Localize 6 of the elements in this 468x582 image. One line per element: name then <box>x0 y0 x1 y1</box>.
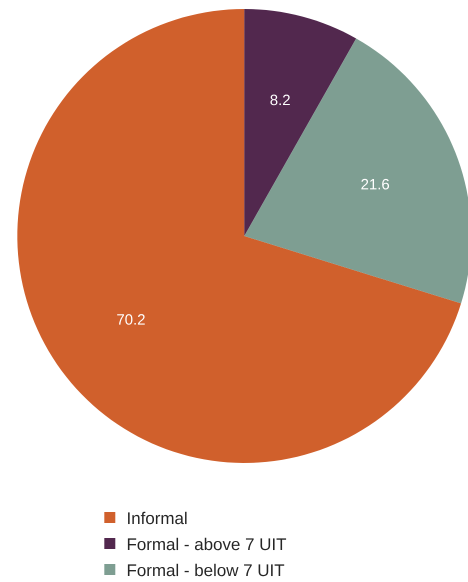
data-label: 8.2 <box>270 94 290 106</box>
data-label: 70.2 <box>117 314 145 325</box>
legend-label: Informal <box>128 512 186 524</box>
data-label: 21.6 <box>361 178 389 190</box>
legend-label: Formal - below 7 UIT <box>128 564 284 576</box>
legend-label: Formal - above 7 UIT <box>128 538 286 550</box>
